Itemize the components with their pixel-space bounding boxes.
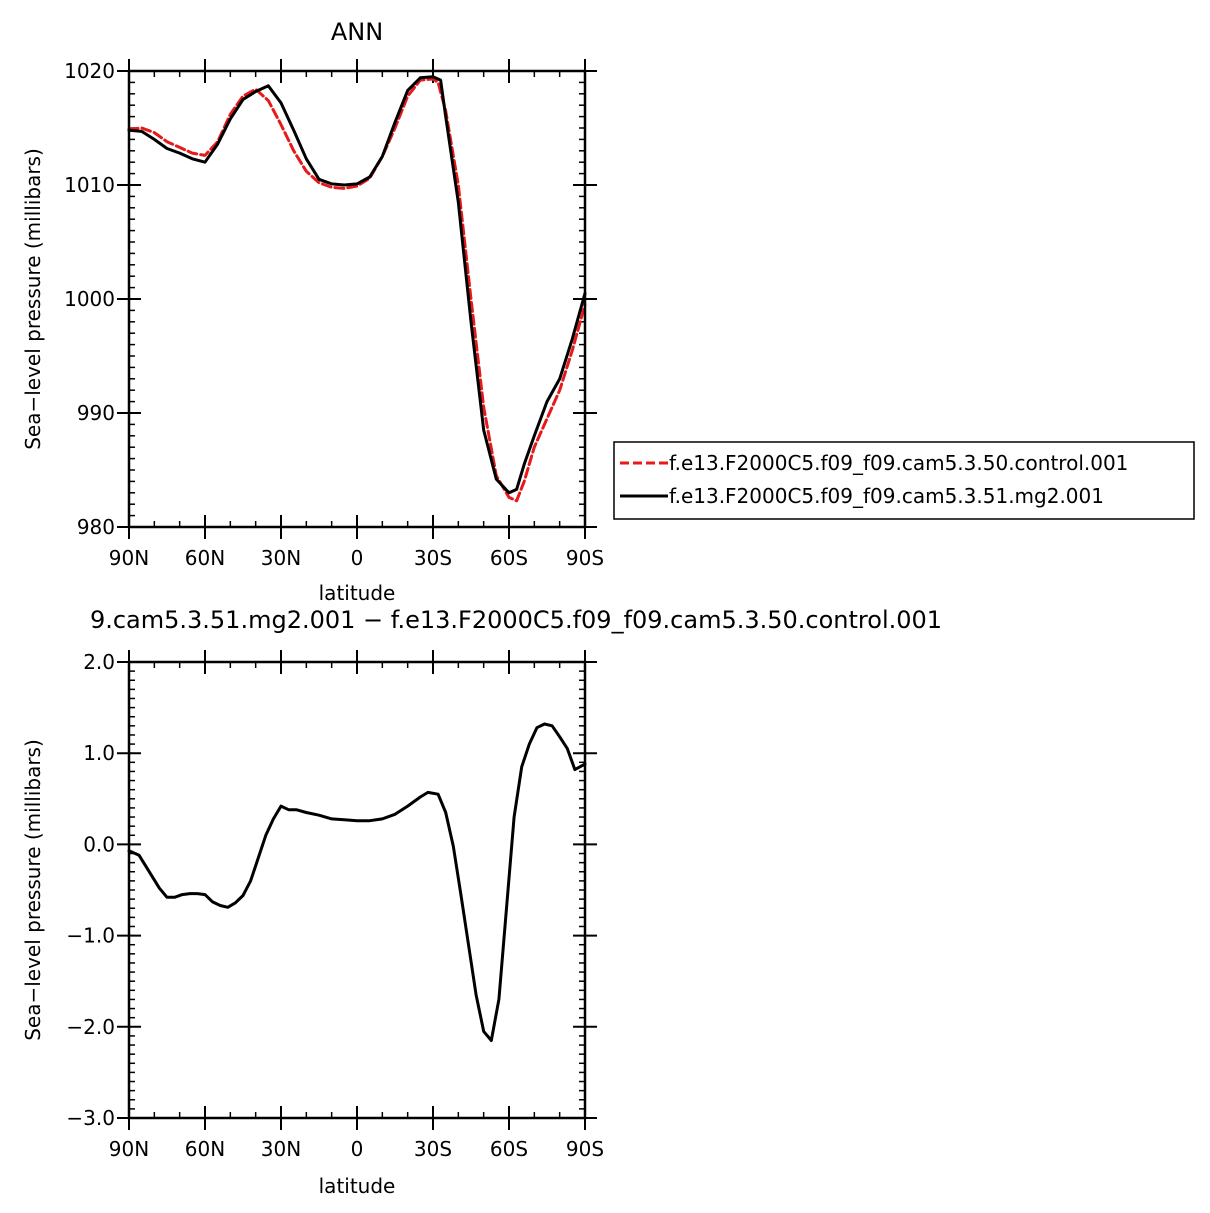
x-tick-label: 60S xyxy=(490,546,528,570)
x-tick-label: 90S xyxy=(566,1137,604,1161)
ticks xyxy=(117,59,597,539)
y-tick-label: 1.0 xyxy=(83,741,115,765)
x-tick-label: 0 xyxy=(351,546,364,570)
x-tick-label: 90N xyxy=(109,546,149,570)
series-lines xyxy=(127,75,587,503)
series-line-solid xyxy=(127,722,587,1042)
x-tick-label: 30S xyxy=(414,546,452,570)
panel-top: ANN Sea−level pressure (millibars) latit… xyxy=(21,18,1195,605)
panel-bottom: 9.cam5.3.51.mg2.001 − f.e13.F2000C5.f09_… xyxy=(21,606,942,1198)
x-tick-label: 90S xyxy=(566,546,604,570)
series-lines xyxy=(127,722,587,1042)
x-tick-label: 60N xyxy=(185,546,225,570)
y-tick-label: 0.0 xyxy=(83,832,115,856)
x-axis-title: latitude xyxy=(319,581,396,605)
tick-labels: 90N 60N 30N 0 30S 60S 90S 980 990 1000 1010 1020 xyxy=(64,59,604,570)
series-line-solid xyxy=(127,75,587,495)
plot-title: 9.cam5.3.51.mg2.001 − f.e13.F2000C5.f09_… xyxy=(90,606,942,634)
x-axis-title: latitude xyxy=(319,1174,396,1198)
tick-labels: 90N 60N 30N 0 30S 60S 90S −3.0 −2.0 −1.0 0.0 1.0 2.0 xyxy=(66,650,604,1161)
y-tick-label: 1020 xyxy=(64,59,115,83)
y-axis-title: Sea−level pressure (millibars) xyxy=(21,148,45,450)
series-line-dashed xyxy=(127,77,587,503)
y-tick-label: 1000 xyxy=(64,287,115,311)
y-axis-title: Sea−level pressure (millibars) xyxy=(21,739,45,1041)
plot-title: ANN xyxy=(331,18,383,46)
x-tick-label: 30S xyxy=(414,1137,452,1161)
x-tick-label: 30N xyxy=(261,546,301,570)
y-tick-label: −1.0 xyxy=(66,924,115,948)
x-tick-label: 60S xyxy=(490,1137,528,1161)
legend: f.e13.F2000C5.f09_f09.cam5.3.50.control.… xyxy=(613,441,1195,520)
y-tick-label: −2.0 xyxy=(66,1015,115,1039)
x-tick-label: 90N xyxy=(109,1137,149,1161)
ticks xyxy=(117,650,597,1130)
legend-label-control: f.e13.F2000C5.f09_f09.cam5.3.50.control.… xyxy=(669,451,1128,475)
y-tick-label: −3.0 xyxy=(66,1106,115,1130)
plot-frame xyxy=(127,69,587,529)
legend-box xyxy=(613,441,1195,520)
legend-label-mg2: f.e13.F2000C5.f09_f09.cam5.3.51.mg2.001 xyxy=(669,484,1104,508)
x-tick-label: 0 xyxy=(351,1137,364,1161)
y-tick-label: 1010 xyxy=(64,173,115,197)
y-tick-label: 990 xyxy=(77,401,115,425)
plot-frame xyxy=(127,660,587,1120)
x-tick-label: 30N xyxy=(261,1137,301,1161)
y-tick-label: 2.0 xyxy=(83,650,115,674)
x-tick-label: 60N xyxy=(185,1137,225,1161)
y-tick-label: 980 xyxy=(77,515,115,539)
